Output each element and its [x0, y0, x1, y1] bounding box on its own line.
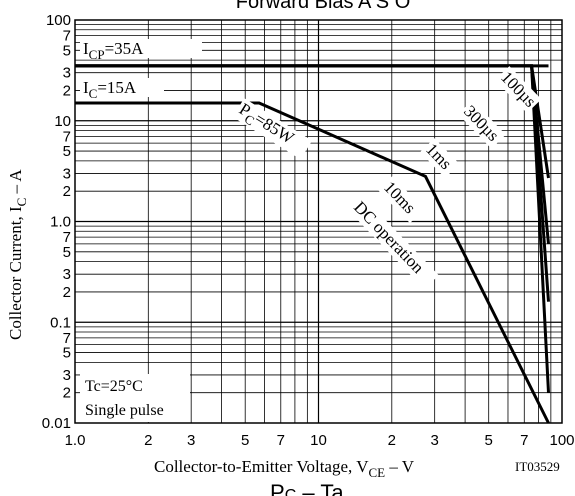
y-tick-label: 3 [63, 165, 71, 182]
label-conditions: Tc=25°C Single pulse [80, 374, 190, 422]
x-tick-labels: 1.0 2 3 5 7 10 2 3 5 7 100 [65, 432, 575, 449]
y-tick-label: 3 [63, 65, 71, 82]
x-tick-label: 7 [277, 432, 285, 449]
x-axis-label: Collector-to-Emitter Voltage, VCE – V [154, 457, 415, 480]
label-pc: PC=85W [232, 98, 313, 160]
svg-text:ICP=35A: ICP=35A [83, 39, 144, 62]
label-1ms: 1ms [420, 138, 460, 178]
y-tick-label: 3 [63, 266, 71, 283]
svg-text:Tc=25°C: Tc=25°C [85, 378, 143, 395]
y-tick-label: 2 [63, 385, 71, 402]
y-tick-label: 0.1 [50, 314, 71, 331]
y-tick-label: 7 [63, 229, 71, 246]
y-tick-label: 5 [63, 345, 71, 362]
soa-curve-5 [75, 101, 550, 424]
label-dc-operation: DC operation [348, 196, 439, 290]
figure-code: IT03529 [515, 459, 560, 474]
x-tick-label: 1.0 [65, 432, 86, 449]
x-tick-label: 3 [431, 432, 439, 449]
x-tick-label: 5 [241, 432, 249, 449]
y-tick-label: 7 [63, 330, 71, 347]
soa-curves [75, 64, 550, 424]
x-tick-label: 2 [144, 432, 152, 449]
grid-lines [75, 20, 562, 423]
label-10ms: 10ms [378, 176, 425, 224]
y-tick-label: 7 [63, 128, 71, 145]
y-tick-label: 2 [63, 183, 71, 200]
x-tick-label: 3 [187, 432, 195, 449]
top-title: Forward Bias A S O [236, 0, 411, 13]
svg-text:IC=15A: IC=15A [83, 78, 137, 101]
x-tick-label: 7 [520, 432, 528, 449]
y-tick-label: 1.0 [50, 214, 71, 231]
x-tick-label: 5 [485, 432, 493, 449]
label-ic: IC=15A [80, 78, 164, 101]
label-icp: ICP=35A [80, 39, 202, 62]
y-tick-label: 100 [46, 12, 71, 29]
x-tick-label: 10 [310, 432, 327, 449]
y-tick-label: 3 [63, 367, 71, 384]
x-tick-label: 2 [388, 432, 396, 449]
y-tick-label: 2 [63, 284, 71, 301]
y-tick-label: 2 [63, 82, 71, 99]
y-axis-label: Collector Current, IC – A [6, 169, 29, 340]
plot-frame [74, 19, 563, 424]
x-tick-label: 100 [549, 432, 574, 449]
soa-curve-3 [75, 64, 550, 302]
y-tick-label: 5 [63, 42, 71, 59]
y-tick-label: 10 [54, 113, 71, 130]
y-tick-label: 7 [63, 28, 71, 45]
y-tick-label: 5 [63, 143, 71, 160]
y-tick-label: 5 [63, 244, 71, 261]
bottom-title: PC – Ta [270, 480, 344, 496]
y-tick-label: 0.01 [42, 415, 71, 432]
svg-text:Single pulse: Single pulse [85, 402, 164, 419]
